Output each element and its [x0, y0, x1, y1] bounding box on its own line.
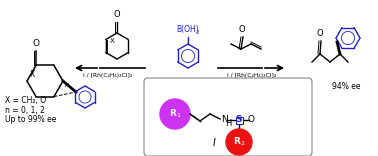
Text: O: O — [239, 25, 245, 34]
FancyBboxPatch shape — [144, 78, 312, 156]
Text: R$_2$: R$_2$ — [233, 136, 245, 148]
Circle shape — [160, 99, 190, 129]
Text: N: N — [221, 115, 228, 124]
Text: O: O — [114, 10, 120, 19]
Text: O: O — [247, 115, 254, 124]
Text: I: I — [212, 138, 215, 148]
Text: 2: 2 — [196, 31, 199, 36]
Text: I / [Rh(C₂H₄)₂Cl]₂: I / [Rh(C₂H₄)₂Cl]₂ — [83, 73, 133, 78]
FancyBboxPatch shape — [235, 117, 243, 124]
Text: B(OH): B(OH) — [177, 25, 199, 34]
Text: n: n — [65, 82, 70, 88]
Text: O: O — [33, 39, 39, 48]
Text: X = CH₂, O: X = CH₂, O — [5, 97, 46, 105]
Text: R$_1$: R$_1$ — [169, 108, 181, 120]
Text: H: H — [225, 119, 231, 129]
Circle shape — [226, 129, 252, 155]
Text: 94% ee: 94% ee — [332, 82, 360, 91]
Text: n = 0, 1, 2: n = 0, 1, 2 — [5, 105, 45, 115]
Text: X: X — [30, 70, 35, 79]
Text: X: X — [110, 38, 115, 44]
Text: S: S — [236, 115, 242, 124]
Text: I / [Rh(C₂H₄)₂Cl]₂: I / [Rh(C₂H₄)₂Cl]₂ — [227, 73, 277, 78]
Text: O: O — [317, 29, 323, 38]
Text: Up to 99% ee: Up to 99% ee — [5, 115, 56, 124]
